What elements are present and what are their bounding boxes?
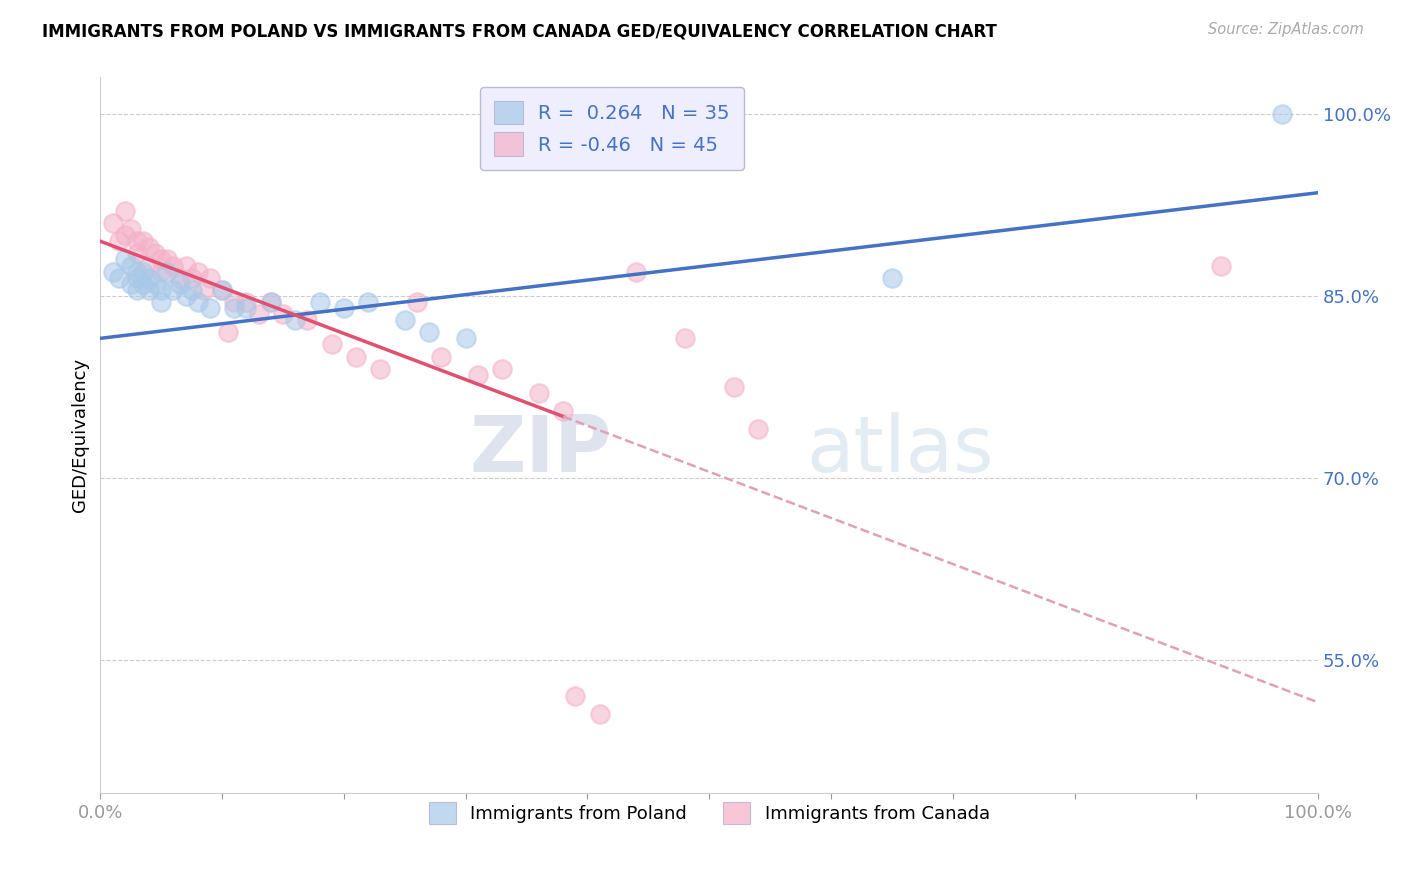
Point xyxy=(260,294,283,309)
Point xyxy=(138,240,160,254)
Point xyxy=(588,707,610,722)
Point xyxy=(406,294,429,309)
Point xyxy=(321,337,343,351)
Point xyxy=(180,283,202,297)
Point xyxy=(418,325,440,339)
Point xyxy=(120,277,142,291)
Point xyxy=(174,259,197,273)
Point xyxy=(297,313,319,327)
Point xyxy=(491,361,513,376)
Point xyxy=(217,325,239,339)
Point xyxy=(370,361,392,376)
Point xyxy=(198,270,221,285)
Point xyxy=(125,270,148,285)
Point xyxy=(624,264,647,278)
Y-axis label: GED/Equivalency: GED/Equivalency xyxy=(72,359,89,513)
Point xyxy=(284,313,307,327)
Point xyxy=(247,307,270,321)
Point xyxy=(138,259,160,273)
Point xyxy=(114,203,136,218)
Point xyxy=(187,294,209,309)
Point xyxy=(211,283,233,297)
Point xyxy=(224,294,246,309)
Point xyxy=(308,294,330,309)
Point xyxy=(101,216,124,230)
Point xyxy=(467,368,489,382)
Point xyxy=(132,234,155,248)
Point xyxy=(162,259,184,273)
Point xyxy=(138,283,160,297)
Point xyxy=(150,252,173,267)
Point xyxy=(187,264,209,278)
Point xyxy=(125,264,148,278)
Point xyxy=(180,270,202,285)
Point xyxy=(132,264,155,278)
Point xyxy=(1209,259,1232,273)
Point xyxy=(125,246,148,260)
Point xyxy=(143,277,166,291)
Point xyxy=(260,294,283,309)
Point xyxy=(143,246,166,260)
Text: IMMIGRANTS FROM POLAND VS IMMIGRANTS FROM CANADA GED/EQUIVALENCY CORRELATION CHA: IMMIGRANTS FROM POLAND VS IMMIGRANTS FRO… xyxy=(42,22,997,40)
Legend: Immigrants from Poland, Immigrants from Canada: Immigrants from Poland, Immigrants from … xyxy=(418,790,1001,834)
Point xyxy=(394,313,416,327)
Point xyxy=(107,234,129,248)
Point xyxy=(169,277,191,291)
Point xyxy=(114,228,136,243)
Point xyxy=(564,690,586,704)
Point xyxy=(333,301,356,315)
Point xyxy=(156,252,179,267)
Point xyxy=(120,222,142,236)
Point xyxy=(132,277,155,291)
Point xyxy=(101,264,124,278)
Point xyxy=(107,270,129,285)
Point xyxy=(156,264,179,278)
Point xyxy=(125,283,148,297)
Point xyxy=(169,270,191,285)
Text: ZIP: ZIP xyxy=(470,412,612,488)
Point xyxy=(235,294,257,309)
Point xyxy=(193,283,215,297)
Point xyxy=(723,380,745,394)
Point xyxy=(527,385,550,400)
Point xyxy=(114,252,136,267)
Point xyxy=(162,283,184,297)
Point xyxy=(747,422,769,436)
Point xyxy=(344,350,367,364)
Point xyxy=(150,283,173,297)
Point xyxy=(357,294,380,309)
Text: atlas: atlas xyxy=(807,412,994,488)
Point xyxy=(553,404,575,418)
Point xyxy=(224,301,246,315)
Point xyxy=(673,331,696,345)
Text: Source: ZipAtlas.com: Source: ZipAtlas.com xyxy=(1208,22,1364,37)
Point xyxy=(150,264,173,278)
Point xyxy=(150,294,173,309)
Point xyxy=(211,283,233,297)
Point xyxy=(1271,107,1294,121)
Point xyxy=(125,234,148,248)
Point xyxy=(198,301,221,315)
Point xyxy=(174,289,197,303)
Point xyxy=(235,301,257,315)
Point xyxy=(880,270,903,285)
Point xyxy=(271,307,294,321)
Point xyxy=(138,270,160,285)
Point xyxy=(120,259,142,273)
Point xyxy=(454,331,477,345)
Point xyxy=(430,350,453,364)
